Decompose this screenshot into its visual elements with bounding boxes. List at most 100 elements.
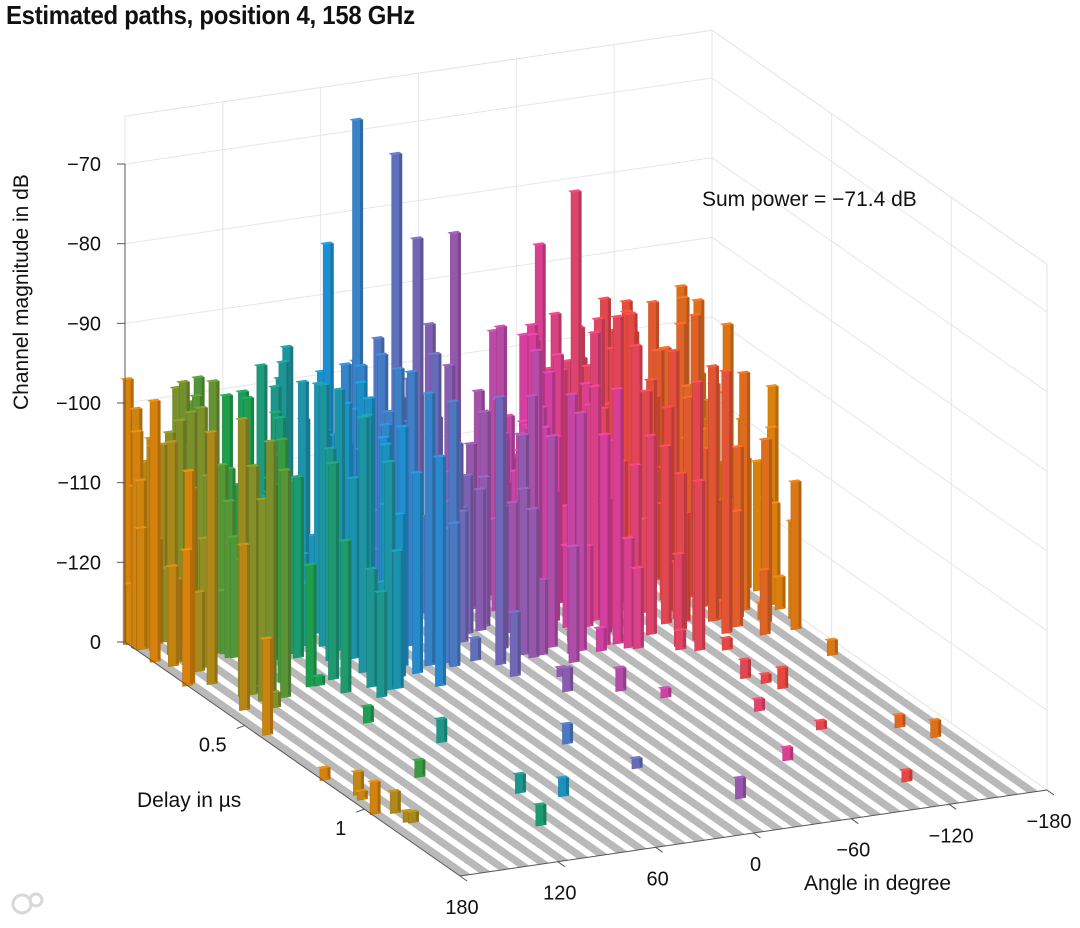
bar-path [719, 635, 733, 651]
delay-axis-line [124, 641, 461, 877]
bar-path [774, 665, 789, 690]
bar-path [432, 454, 446, 687]
delay-tick-mark [236, 725, 245, 730]
z-tick-label: −80 [67, 234, 101, 256]
bar-path [891, 712, 906, 729]
angle-tick-label: 60 [647, 868, 669, 890]
delay-tick-mark [356, 808, 365, 813]
bar-path [373, 589, 388, 698]
bar-path [610, 386, 624, 645]
bar-path [565, 544, 580, 664]
delay-tick-label: 0.5 [199, 735, 227, 757]
bar-path [532, 802, 547, 827]
bar-major-path [772, 574, 786, 611]
bar-path [512, 771, 526, 794]
bar-path [757, 567, 771, 636]
bar-path [433, 716, 448, 744]
bar-path [290, 474, 304, 659]
bar-path [658, 443, 672, 625]
angle-tick-label: −60 [836, 840, 870, 862]
bar-path [691, 478, 706, 652]
axes: −70 −80 −90 −100 −110 −120 0 180 120 60 0 −60 −120 −1… [56, 154, 1072, 919]
bar-path [718, 368, 733, 635]
delay-tick-label: 1 [335, 818, 346, 840]
bar-path [147, 398, 161, 663]
bars [120, 117, 942, 827]
x-axis-label: Angle in degree [804, 872, 951, 895]
bar-path [245, 463, 260, 696]
floor-stripe [398, 600, 745, 836]
bar-path [317, 765, 331, 781]
z-tick-label: −110 [57, 473, 101, 495]
bar-path [303, 562, 317, 688]
bar-path [787, 479, 802, 631]
bar-path [813, 718, 827, 731]
floor-stripe [320, 611, 667, 848]
bar-path [325, 461, 340, 681]
bar-path [629, 755, 643, 770]
bar-path [337, 538, 352, 694]
bar-path [597, 432, 611, 647]
floor-stripe [340, 608, 686, 845]
angle-tick-label: 180 [445, 897, 478, 919]
floor-stripe [633, 565, 980, 802]
bar-path [544, 434, 558, 649]
bar-path [204, 430, 218, 685]
bar-path [751, 696, 766, 712]
bar-path [898, 767, 913, 783]
floor-stripe [242, 623, 589, 859]
bar-path [492, 394, 507, 666]
bar-path [165, 563, 179, 668]
bar-path [559, 721, 574, 745]
angle-tick-mark [459, 875, 468, 882]
y-axis-label: Delay in µs [137, 789, 241, 812]
bar-path [927, 717, 942, 739]
z-tick-label: −70 [67, 154, 101, 176]
bar-path [672, 628, 687, 651]
angle-tick-mark [1046, 789, 1055, 796]
bar-path [421, 391, 436, 667]
bar-path [612, 665, 627, 692]
bar-path [559, 665, 574, 693]
bar-path [593, 625, 607, 652]
bar-path [446, 521, 461, 668]
bar-path [360, 703, 374, 724]
bar-path [705, 364, 719, 622]
bar-path [191, 589, 206, 673]
z-tick-label: −90 [67, 313, 101, 335]
bar-path [737, 657, 752, 680]
bar-path [387, 788, 401, 814]
bar-path [390, 548, 404, 690]
angle-tick-mark [948, 803, 957, 810]
bar-path [409, 470, 424, 675]
bar-path [729, 508, 744, 628]
z-axis-label: Channel magnitude in dB [10, 174, 33, 410]
floor-stripe [359, 606, 706, 842]
chart-title: Estimated paths, position 4, 158 GHz [6, 0, 415, 30]
bar-path [455, 509, 469, 643]
bar-major-path [179, 547, 194, 687]
angle-tick-label: 0 [750, 854, 761, 876]
bar-path [643, 433, 657, 636]
bar-path [311, 673, 326, 687]
bar-path [824, 637, 838, 657]
bar-major-path [259, 636, 274, 736]
angle-tick-label: −180 [1026, 811, 1071, 833]
floor-stripe [125, 640, 471, 876]
bar-path [411, 757, 426, 778]
angle-tick-mark [655, 846, 663, 853]
watermark-logo [11, 892, 44, 915]
floor-stripe [379, 603, 726, 839]
bar-path [671, 551, 685, 647]
angle-tick-mark [753, 832, 761, 839]
sum-power-annotation: Sum power = −71.4 dB [702, 188, 917, 211]
floor-stripe [575, 574, 921, 811]
z-tick-label: −120 [56, 552, 101, 574]
bar-path [236, 542, 251, 711]
bar-path [758, 671, 772, 685]
angle-tick-mark [557, 861, 566, 868]
floor-stripe [692, 557, 1039, 793]
bar-major-path [367, 779, 381, 816]
bar-path [472, 487, 487, 632]
